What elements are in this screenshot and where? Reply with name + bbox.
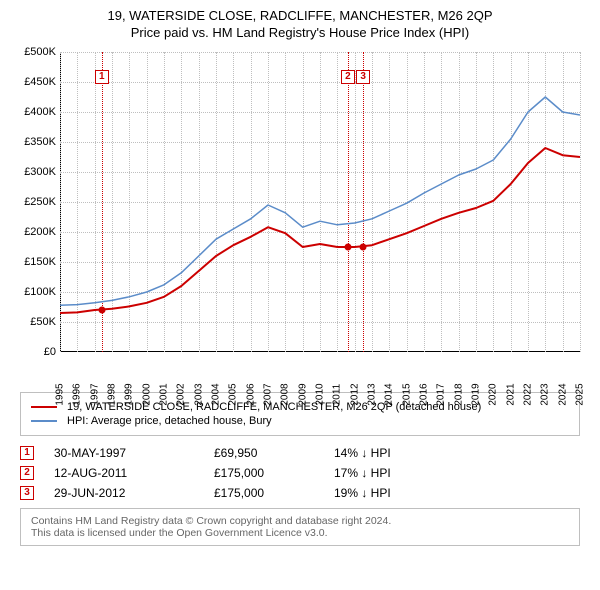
x-tick-label: 2007: [263, 383, 274, 405]
title-line2: Price paid vs. HM Land Registry's House …: [10, 25, 590, 40]
x-tick-label: 1996: [72, 383, 83, 405]
x-tick-label: 1995: [55, 383, 66, 405]
x-tick-label: 2021: [505, 383, 516, 405]
event-table: 1 30-MAY-1997 £69,950 14% ↓ HPI 2 12-AUG…: [20, 446, 580, 500]
x-tick-label: 2019: [471, 383, 482, 405]
y-tick-label: £0: [10, 346, 56, 358]
legend-label-hpi: HPI: Average price, detached house, Bury: [67, 415, 272, 427]
x-tick-label: 1999: [124, 383, 135, 405]
x-tick-label: 2018: [453, 383, 464, 405]
x-tick-label: 2005: [228, 383, 239, 405]
event-row-1: 1 30-MAY-1997 £69,950 14% ↓ HPI: [20, 446, 580, 460]
x-tick-label: 2002: [176, 383, 187, 405]
x-tick-label: 2022: [523, 383, 534, 405]
event-marker-box: 3: [356, 70, 370, 84]
below-chart: 19, WATERSIDE CLOSE, RADCLIFFE, MANCHEST…: [20, 392, 580, 546]
x-tick-label: 2001: [159, 383, 170, 405]
title-line1: 19, WATERSIDE CLOSE, RADCLIFFE, MANCHEST…: [10, 8, 590, 23]
y-tick-label: £450K: [10, 76, 56, 88]
series-line-property: [60, 148, 580, 313]
event-marker-box: 2: [341, 70, 355, 84]
x-tick-label: 2015: [401, 383, 412, 405]
legend-swatch-hpi: [31, 420, 57, 422]
y-tick-label: £50K: [10, 316, 56, 328]
footer-line1: Contains HM Land Registry data © Crown c…: [31, 515, 569, 527]
chart-container: 19, WATERSIDE CLOSE, RADCLIFFE, MANCHEST…: [0, 0, 600, 556]
event-dot: [360, 244, 367, 251]
event-marker-1: 1: [20, 446, 34, 460]
event-price-3: £175,000: [214, 486, 334, 500]
x-tick-label: 2011: [332, 384, 343, 406]
y-tick-label: £350K: [10, 136, 56, 148]
x-tick-label: 1997: [89, 383, 100, 405]
event-marker-2: 2: [20, 466, 34, 480]
event-marker-box: 1: [95, 70, 109, 84]
x-tick-label: 1998: [107, 383, 118, 405]
y-tick-label: £400K: [10, 106, 56, 118]
x-tick-label: 2023: [540, 383, 551, 405]
x-tick-label: 2025: [575, 383, 586, 405]
y-tick-label: £300K: [10, 166, 56, 178]
gridline-v: [580, 52, 581, 352]
x-tick-label: 2024: [557, 383, 568, 405]
y-tick-label: £250K: [10, 196, 56, 208]
x-tick-label: 2000: [141, 383, 152, 405]
event-price-1: £69,950: [214, 446, 334, 460]
event-marker-3: 3: [20, 486, 34, 500]
y-tick-label: £200K: [10, 226, 56, 238]
x-tick-label: 2014: [384, 383, 395, 405]
footer-box: Contains HM Land Registry data © Crown c…: [20, 508, 580, 546]
x-tick-label: 2016: [419, 383, 430, 405]
x-tick-label: 2017: [436, 383, 447, 405]
x-tick-label: 2006: [245, 383, 256, 405]
y-tick-label: £100K: [10, 286, 56, 298]
event-pct-2: 17% ↓ HPI: [334, 466, 464, 480]
chart-area: £0 £50K £100K £150K £200K £250K £300K £350K £400…: [10, 46, 590, 386]
event-row-2: 2 12-AUG-2011 £175,000 17% ↓ HPI: [20, 466, 580, 480]
series-line-hpi: [60, 97, 580, 305]
event-date-1: 30-MAY-1997: [54, 446, 214, 460]
legend-row-hpi: HPI: Average price, detached house, Bury: [31, 415, 569, 427]
event-pct-1: 14% ↓ HPI: [334, 446, 464, 460]
x-tick-label: 2009: [297, 383, 308, 405]
x-tick-label: 2010: [315, 383, 326, 405]
y-tick-label: £150K: [10, 256, 56, 268]
event-dot: [98, 307, 105, 314]
event-date-2: 12-AUG-2011: [54, 466, 214, 480]
legend-swatch-property: [31, 406, 57, 408]
title-block: 19, WATERSIDE CLOSE, RADCLIFFE, MANCHEST…: [10, 8, 590, 40]
event-dot: [344, 244, 351, 251]
x-tick-label: 2004: [211, 383, 222, 405]
x-tick-label: 2012: [349, 383, 360, 405]
x-tick-label: 2013: [367, 383, 378, 405]
event-pct-3: 19% ↓ HPI: [334, 486, 464, 500]
footer-line2: This data is licensed under the Open Gov…: [31, 527, 569, 539]
x-tick-label: 2020: [488, 383, 499, 405]
event-date-3: 29-JUN-2012: [54, 486, 214, 500]
event-price-2: £175,000: [214, 466, 334, 480]
x-tick-label: 2003: [193, 383, 204, 405]
chart-lines-svg: [60, 52, 580, 352]
x-tick-label: 2008: [280, 383, 291, 405]
event-row-3: 3 29-JUN-2012 £175,000 19% ↓ HPI: [20, 486, 580, 500]
y-tick-label: £500K: [10, 46, 56, 58]
